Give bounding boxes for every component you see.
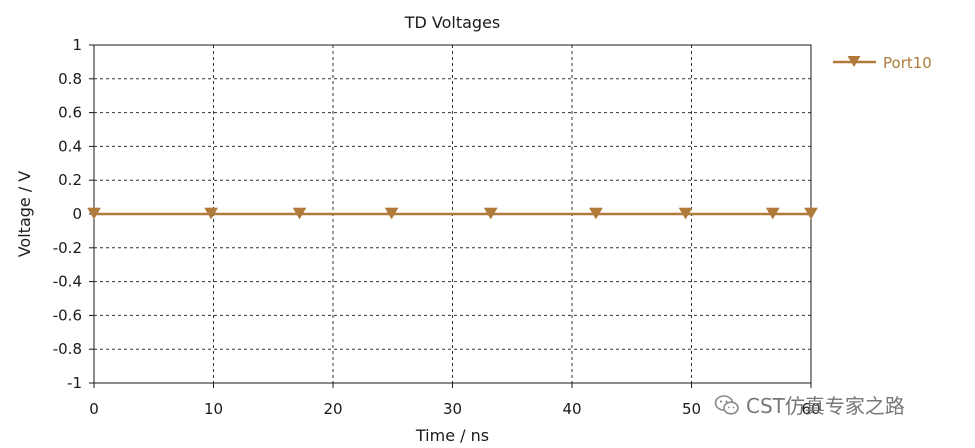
chart-title: TD Voltages	[404, 13, 501, 32]
legend-label-port10: Port10	[883, 54, 932, 72]
x-tick-label: 50	[682, 400, 701, 418]
data-point-marker	[292, 207, 307, 220]
y-axis-label: Voltage / V	[15, 171, 34, 258]
y-tick-label: 0.2	[58, 171, 82, 189]
legend-marker-port10	[847, 55, 861, 67]
x-tick-label: 60	[801, 400, 820, 418]
x-axis-ticks: 0 10 20 30 40 50 60	[89, 383, 821, 418]
watermark-text: CST仿真专家之路	[746, 394, 905, 418]
x-axis-label: Time / ns	[415, 426, 489, 445]
data-point-marker	[87, 207, 101, 220]
y-tick-label: -0.8	[53, 340, 82, 358]
x-tick-label: 10	[204, 400, 223, 418]
y-tick-label: 0.6	[58, 104, 82, 122]
y-tick-label: -1	[67, 374, 82, 392]
y-tick-label: -0.6	[53, 306, 82, 324]
y-tick-label: 0.8	[58, 70, 82, 88]
y-tick-label: 0	[72, 205, 82, 223]
y-axis-ticks: 1 0.8 0.6 0.4 0.2 0 -0.2 -0.4 -0.6 -0.8 -1	[53, 36, 94, 392]
data-point-marker	[804, 207, 818, 220]
data-point-marker	[483, 207, 498, 220]
series-layer	[87, 207, 818, 220]
y-tick-label: -0.2	[53, 239, 82, 257]
data-point-marker	[588, 207, 603, 220]
legend[interactable]: Port10	[833, 54, 932, 72]
x-tick-label: 30	[443, 400, 462, 418]
y-tick-label: 1	[72, 36, 82, 54]
wechat-icon	[714, 394, 739, 415]
data-point-marker	[678, 207, 693, 220]
x-tick-label: 40	[562, 400, 581, 418]
watermark: CST仿真专家之路	[714, 390, 905, 419]
data-point-marker	[204, 207, 219, 220]
y-tick-label: 0.4	[58, 137, 82, 155]
data-point-marker	[765, 207, 780, 220]
x-tick-label: 20	[323, 400, 342, 418]
x-tick-label: 0	[89, 400, 99, 418]
data-point-marker	[384, 207, 399, 220]
y-tick-label: -0.4	[53, 273, 82, 291]
